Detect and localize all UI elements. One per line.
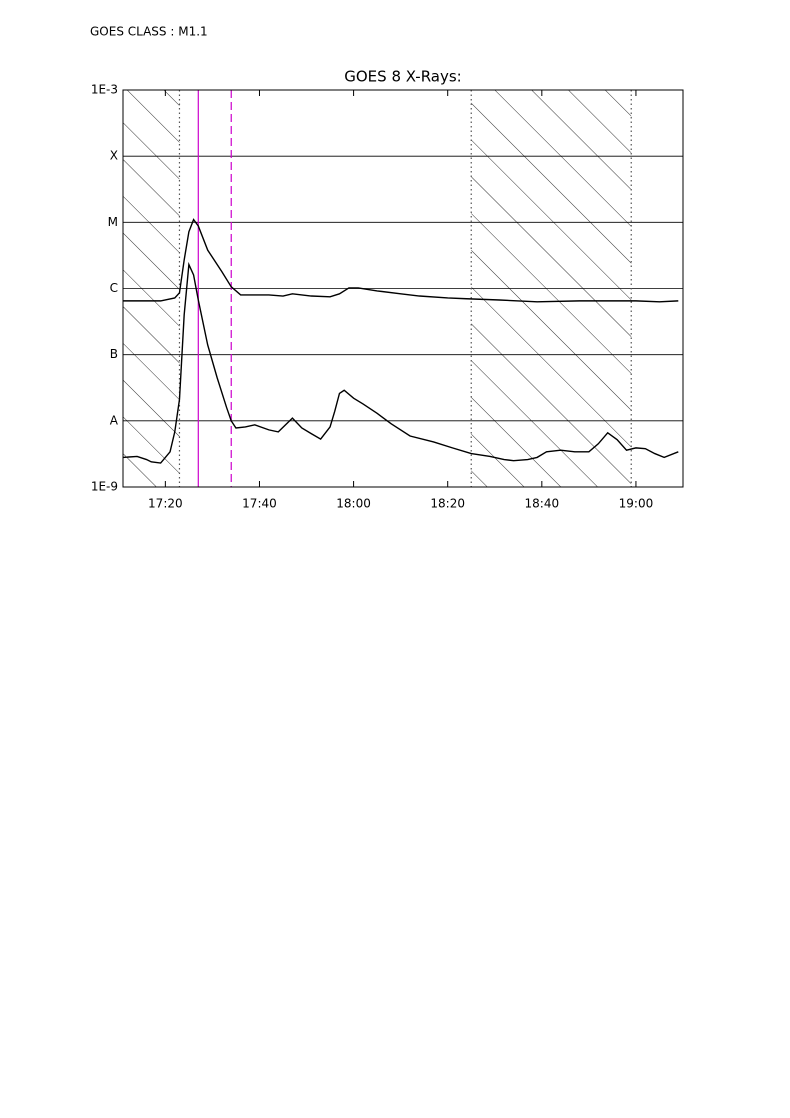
x-tick-label: 17:40: [242, 497, 277, 511]
x-tick-label: 18:00: [336, 497, 371, 511]
y-tick-label: A: [110, 413, 119, 427]
goes-class: GOES CLASS : M1.1: [90, 25, 208, 39]
y-tick-label: 1E-3: [91, 83, 118, 97]
y-tick-label: M: [108, 215, 118, 229]
flux-line: [122, 261, 679, 464]
plot-frame: [122, 89, 684, 488]
chart-title: GOES 8 X-Rays:: [344, 68, 461, 86]
x-tick-label: 19:00: [619, 497, 654, 511]
flux-line: [123, 218, 679, 303]
y-tick-label: X: [110, 149, 118, 163]
x-tick-label: 18:20: [430, 497, 465, 511]
y-tick-label: C: [110, 281, 118, 295]
x-tick-label: 17:20: [148, 497, 183, 511]
y-tick-label: B: [110, 347, 118, 361]
y-tick-label: 1E-9: [91, 480, 118, 494]
x-tick-label: 18:40: [525, 497, 560, 511]
